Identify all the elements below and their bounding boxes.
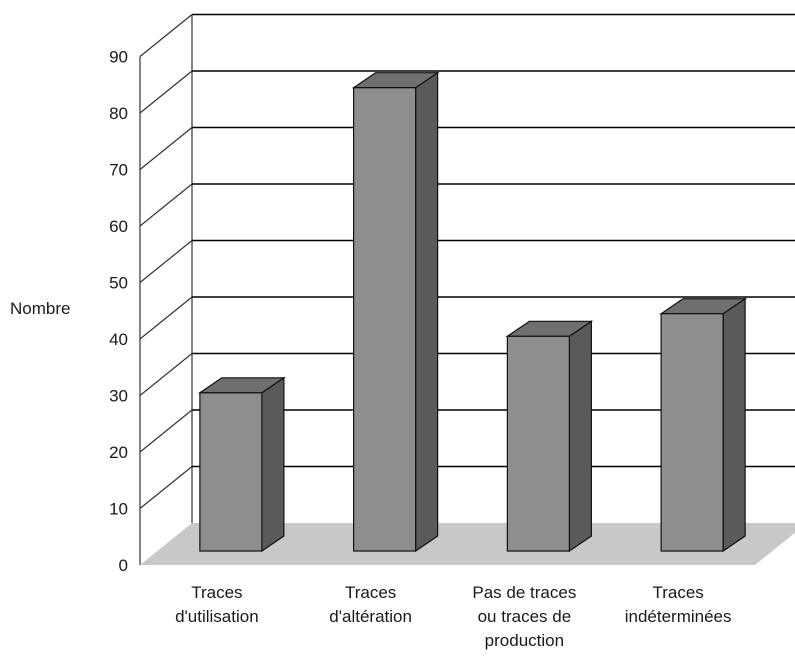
y-axis-label: Nombre	[10, 299, 70, 318]
gridline-diagonal	[139, 70, 193, 114]
y-tick-label: 80	[109, 104, 128, 123]
bar-side	[261, 376, 285, 553]
y-tick-label: 70	[109, 161, 128, 180]
y-tick-label: 20	[109, 443, 128, 462]
x-category-label: Pas de traces ou traces de production	[472, 583, 576, 650]
floor-plane	[140, 523, 795, 565]
y-tick-label: 50	[109, 274, 128, 293]
x-category-label: Traces d'utilisation	[175, 583, 259, 626]
gridlines	[139, 13, 795, 509]
gridline-diagonal	[139, 127, 193, 170]
y-axis-tick-labels: 0 10 20 30 40 50 60 70 80 90	[109, 48, 128, 576]
bar	[659, 297, 748, 553]
gridline-diagonal	[139, 14, 193, 57]
gridline-diagonal	[139, 353, 193, 396]
y-tick-label: 0	[119, 556, 128, 575]
bar-front	[660, 313, 724, 552]
x-category-label: Traces d'altération	[329, 583, 412, 626]
y-tick-label: 60	[109, 217, 128, 236]
chart-floor	[140, 523, 795, 565]
y-tick-label: 90	[109, 48, 128, 67]
bar-front	[353, 87, 417, 552]
gridline-diagonal	[139, 296, 193, 340]
gridline-diagonal	[139, 240, 193, 283]
gridline-diagonal	[139, 409, 193, 453]
bar-front	[506, 335, 570, 552]
bar	[505, 320, 594, 553]
bar	[197, 376, 286, 553]
bar-side	[722, 297, 746, 553]
chart-walls	[139, 14, 193, 565]
y-tick-label: 10	[109, 500, 128, 519]
y-tick-label: 30	[109, 387, 128, 406]
gridline-diagonal	[139, 466, 193, 509]
bar-front	[199, 392, 263, 552]
x-category-label: Traces indéterminées	[625, 583, 732, 626]
bar-side	[415, 71, 439, 553]
bar	[351, 71, 440, 553]
y-tick-label: 40	[109, 330, 128, 349]
x-axis-category-labels: Traces d'utilisation Traces d'altération Pas…	[175, 583, 731, 650]
bar-side	[568, 320, 592, 553]
gridline-diagonal	[139, 183, 193, 227]
bars	[197, 71, 748, 553]
